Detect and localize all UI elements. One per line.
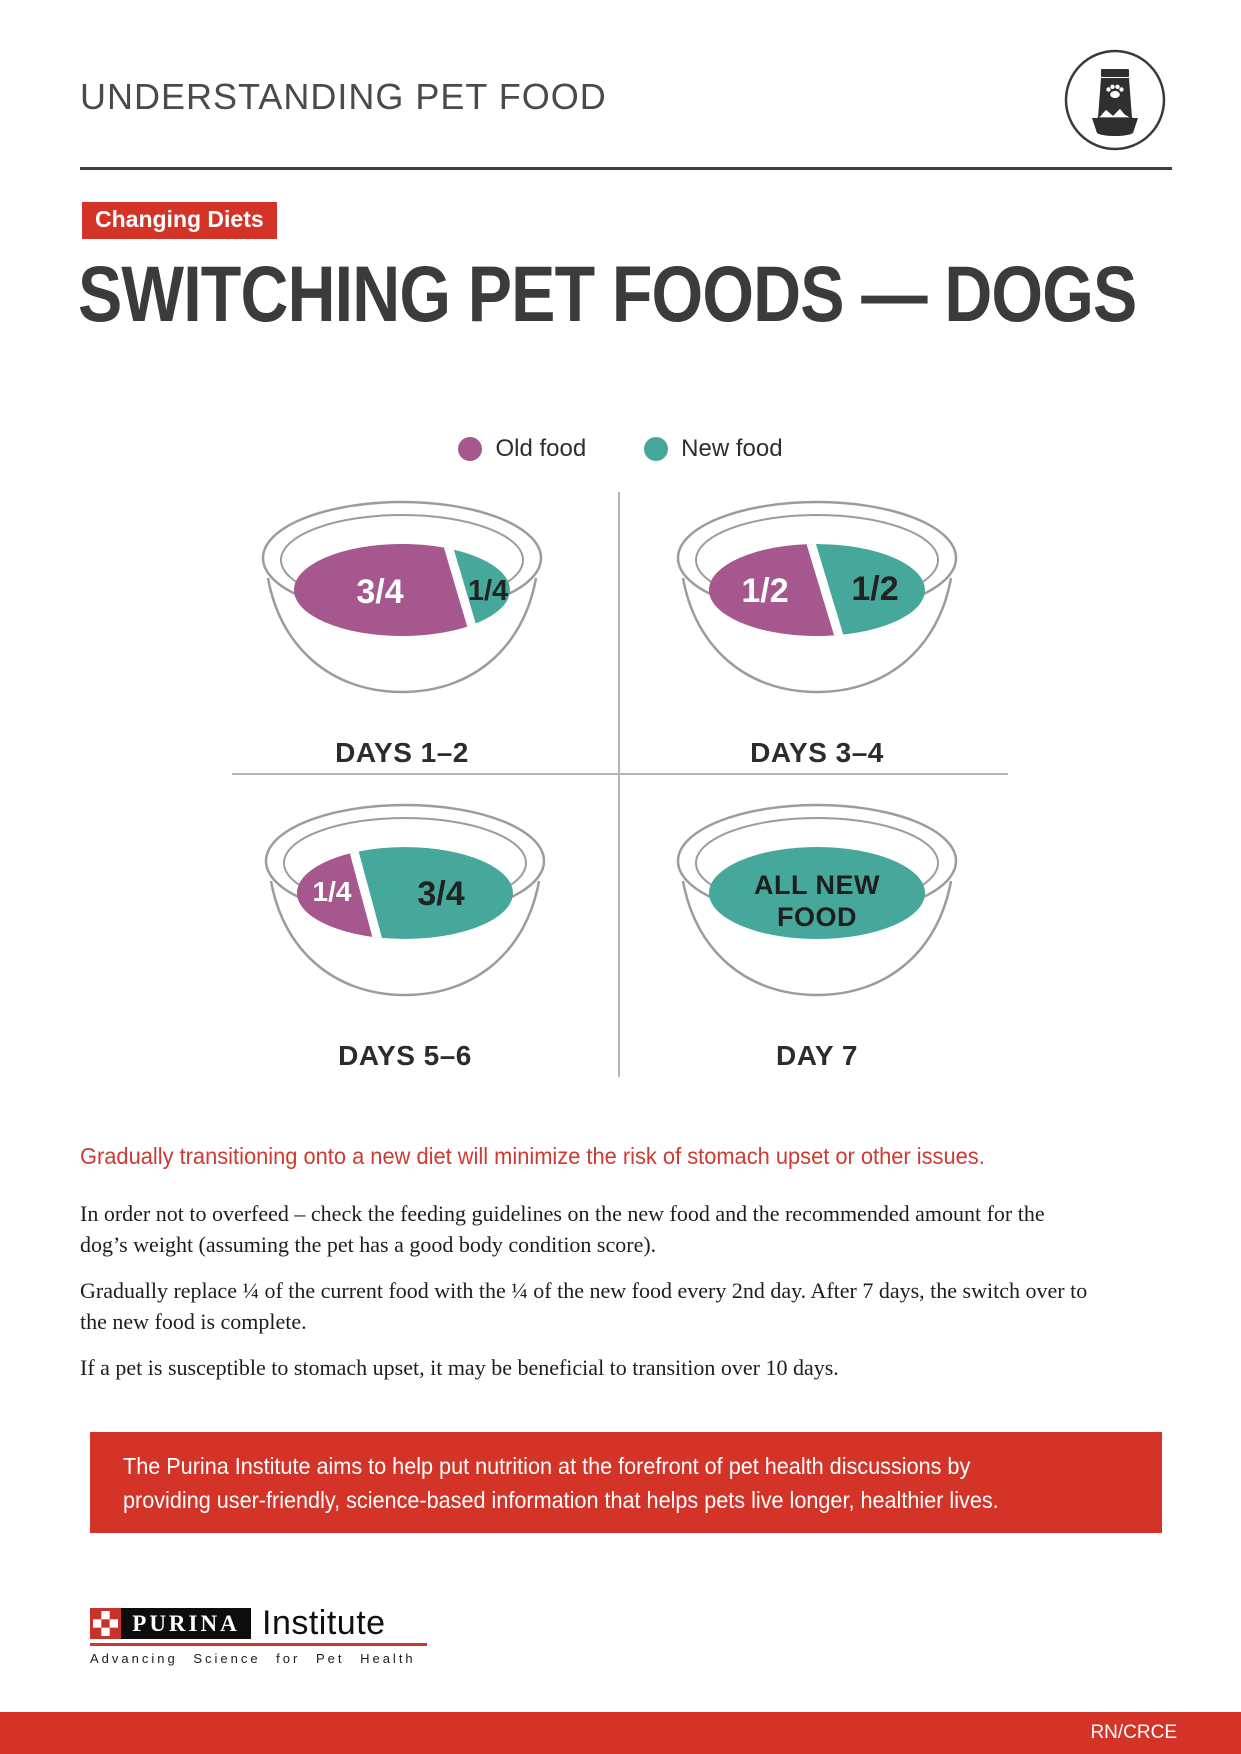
- logo-underline: [90, 1643, 427, 1646]
- vertical-divider: [618, 492, 620, 1077]
- mission-banner: The Purina Institute aims to help put nu…: [90, 1432, 1162, 1533]
- paragraph-overfeed: In order not to overfeed – check the fee…: [80, 1201, 1045, 1257]
- bowl-days-1-2: 3/4 1/4 DAYS 1–2: [252, 494, 552, 769]
- new-food-dot-icon: [644, 437, 669, 461]
- header-rule: [80, 167, 1172, 170]
- bowl-label-days-1-2: DAYS 1–2: [335, 737, 469, 768]
- section-badge: Changing Diets: [82, 202, 277, 239]
- legend-item-new-food: New food: [644, 435, 783, 463]
- old-food-label: Old food: [495, 435, 587, 462]
- bowl-diagram-day-7: ALL NEW FOOD: [676, 803, 958, 997]
- new-portion-fraction: 3/4: [417, 875, 464, 913]
- mission-banner-line2: providing user-friendly, science-based i…: [123, 1486, 999, 1513]
- horizontal-divider: [232, 773, 1008, 775]
- old-food-dot-icon: [458, 437, 483, 461]
- page-title: SWITCHING PET FOODS — DOGS: [78, 249, 1137, 338]
- institute-wordmark: Institute: [262, 1604, 386, 1642]
- new-food-portion: [709, 847, 925, 939]
- bowl-day-7: ALL NEW FOOD DAY 7: [667, 797, 967, 1072]
- new-portion-fraction: 1/2: [851, 570, 898, 608]
- highlight-sentence: Gradually transitioning onto a new diet …: [80, 1143, 985, 1169]
- bowl-diagram-days-3-4: 1/2 1/2: [676, 500, 958, 694]
- purina-wordmark: PURINA: [121, 1608, 251, 1639]
- purina-institute-logo: PURINA Institute: [90, 1604, 386, 1643]
- bowl-days-5-6: 1/4 3/4 DAYS 5–6: [255, 797, 555, 1072]
- legend-item-old-food: Old food: [458, 435, 586, 463]
- footer-bar: RN/CRCE: [0, 1712, 1241, 1754]
- all-new-food-line1: ALL NEW: [754, 870, 880, 900]
- logo-tagline: Advancing Science for Pet Health: [90, 1651, 416, 1666]
- bowl-label-day-7: DAY 7: [776, 1040, 858, 1071]
- old-portion-fraction: 3/4: [356, 573, 403, 611]
- bowl-days-3-4: 1/2 1/2 DAYS 3–4: [667, 494, 967, 769]
- bowl-diagram-days-1-2: 3/4 1/4: [261, 500, 543, 694]
- dog-food-bag-and-bowl-icon: [1064, 49, 1166, 151]
- bowl-label-days-5-6: DAYS 5–6: [338, 1040, 472, 1071]
- new-portion-fraction: 1/4: [468, 575, 508, 607]
- footer-code: RN/CRCE: [1090, 1722, 1177, 1743]
- purina-checkerboard-icon: [90, 1608, 121, 1639]
- old-portion-fraction: 1/4: [313, 876, 352, 907]
- page-kicker: UNDERSTANDING PET FOOD: [80, 76, 607, 117]
- paragraph-replace: Gradually replace ¼ of the current food …: [80, 1278, 1088, 1334]
- old-portion-fraction: 1/2: [741, 572, 788, 610]
- legend: Old food New food: [0, 435, 1241, 463]
- bowl-diagram-days-5-6: 1/4 3/4: [264, 803, 546, 997]
- paragraph-susceptible: If a pet is susceptible to stomach upset…: [80, 1355, 839, 1380]
- mission-banner-line1: The Purina Institute aims to help put nu…: [123, 1452, 971, 1479]
- body-copy: In order not to overfeed – check the fee…: [80, 1198, 1095, 1398]
- all-new-food-line2: FOOD: [777, 902, 857, 932]
- bowl-label-days-3-4: DAYS 3–4: [750, 737, 884, 768]
- new-food-label: New food: [681, 435, 783, 462]
